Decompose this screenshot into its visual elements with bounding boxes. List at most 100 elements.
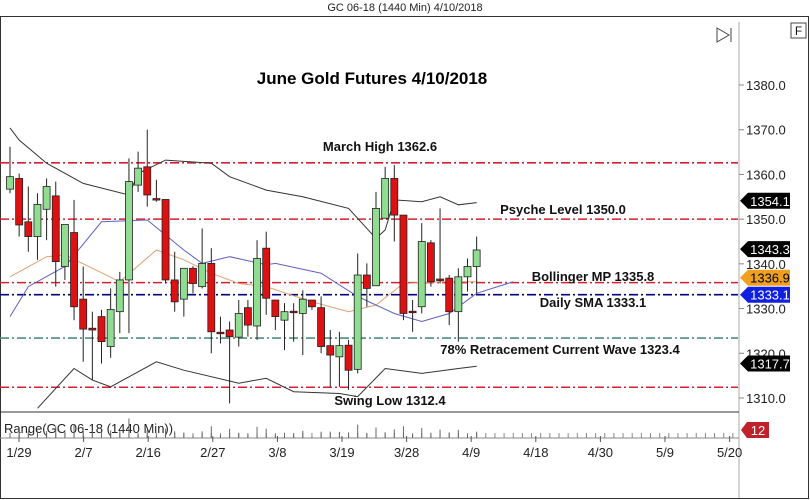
f-button-label: F [795,24,802,38]
candle-down [243,307,252,326]
y-tick-label: 1380.0 [746,78,786,93]
bollinger-lower-line [37,361,477,409]
candle-up [472,249,481,267]
candle-down [362,274,371,289]
candle-up [179,267,188,300]
level-label: Daily SMA 1333.1 [540,295,646,310]
candle-up [298,298,307,314]
candle-down [143,166,152,196]
candle-up [417,241,426,308]
price-tag-label: 1317.7 [750,357,790,372]
candle-down [97,316,106,343]
candle-down [399,214,408,314]
chart-title: June Gold Futures 4/10/2018 [257,69,488,88]
candle-up [134,167,143,186]
x-tick-label: 4/9 [462,445,480,460]
price-tag [740,269,790,286]
candle-down [24,221,33,237]
range-value-text: 12 [751,423,765,438]
candle-down [88,327,97,331]
x-tick-label: 3/28 [394,445,419,460]
x-tick-label: 3/8 [268,445,286,460]
candle-up [106,309,115,347]
y-tick-label: 1340.0 [746,257,786,272]
candle-down [70,232,78,308]
price-tag-label: 1336.9 [750,271,790,286]
x-tick-label: 3/19 [329,445,354,460]
price-tag-label: 1333.1 [750,288,790,303]
candle-down [207,262,216,333]
candle-down [262,247,271,299]
candle-up [198,262,207,288]
bollinger-mid-line [9,249,477,313]
bollinger-upper-line [9,127,477,240]
candle-up [115,279,124,313]
scroll-end-button[interactable] [716,27,732,43]
price-tag [740,355,790,372]
x-tick-label: 2/27 [200,445,225,460]
candle-down [317,307,326,347]
candle-up [42,186,51,210]
price-tag [740,286,790,303]
x-tick-label: 1/29 [6,445,31,460]
level-label: March High 1362.6 [323,139,437,154]
candle-down [344,344,353,371]
f-button[interactable]: F [790,22,807,39]
x-tick-label: 5/9 [656,445,674,460]
candle-up [454,276,463,313]
price-tag-label: 1354.1 [750,194,790,209]
candle-down [271,299,280,317]
candle-up [353,274,362,370]
candle-down [445,277,454,313]
chart-frame [0,16,809,499]
price-tag-label: 1343.3 [750,242,790,257]
window-title: GC 06-18 (1440 Min) 4/10/2018 [327,2,483,14]
y-tick-label: 1330.0 [746,302,786,317]
candle-down [216,331,225,335]
candle-up [372,207,380,287]
y-tick-label: 1360.0 [746,167,786,182]
candle-down [426,242,435,283]
candle-up [61,224,69,267]
candle-up [335,345,344,358]
play-end-icon [716,27,730,43]
range-value-tag: 12 [741,422,769,438]
candle-up [6,176,14,190]
x-tick-label: 5/20 [717,445,742,460]
level-label: Psyche Level 1350.0 [500,202,626,217]
candle-down [390,178,399,216]
candle-up [125,181,133,281]
candle-down [308,299,316,308]
y-tick-label: 1310.0 [746,391,786,406]
x-tick-label: 4/18 [523,445,548,460]
candle-up [234,313,243,338]
candle-up [280,311,289,321]
candle-down [161,199,170,281]
candle-down [51,195,60,263]
candle-down [189,267,197,284]
y-tick-label: 1350.0 [746,212,786,227]
candle-down [170,279,179,303]
candle-down [289,310,298,314]
candle-down [15,178,24,226]
level-label: 78% Retracement Current Wave 1323.4 [440,342,680,357]
candle-down [225,329,234,338]
x-tick-label: 4/30 [588,445,613,460]
candle-up [33,203,42,237]
x-tick-label: 2/7 [75,445,93,460]
candle-up [253,258,261,327]
price-tag [740,192,790,209]
candle-down [152,198,161,201]
candle-down [326,345,335,356]
x-tick-label: 2/16 [136,445,161,460]
y-tick-label: 1370.0 [746,123,786,138]
candle-down [79,298,88,330]
level-label: Bollinger MP 1335.8 [532,269,655,284]
price-tag [740,241,790,258]
level-label: Swing Low 1312.4 [334,393,446,408]
candle-down [408,310,417,314]
candle-up [463,266,472,278]
candle-down [436,278,444,281]
candle-up [381,178,390,219]
